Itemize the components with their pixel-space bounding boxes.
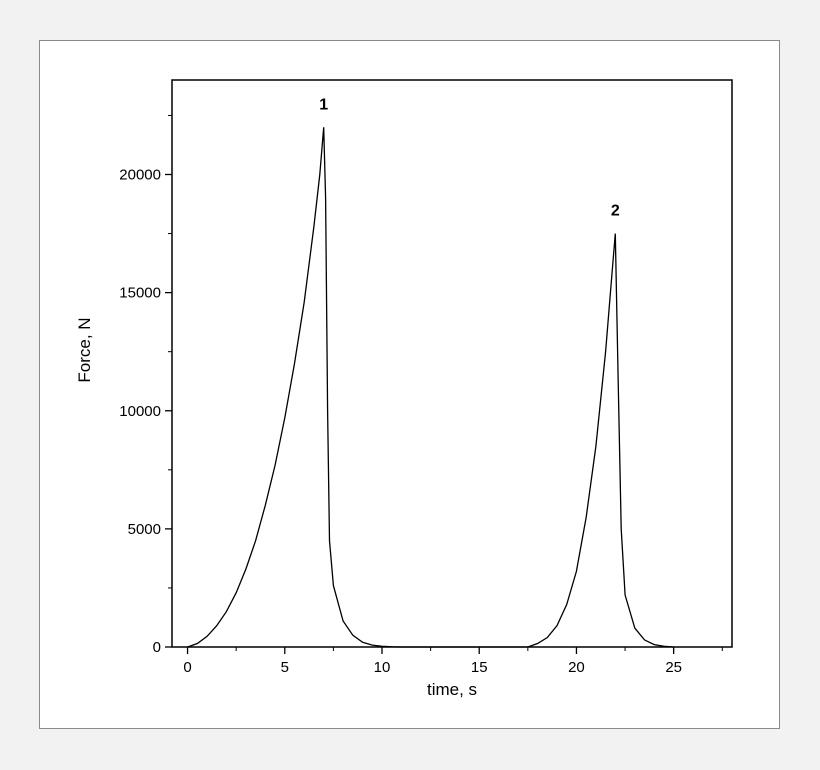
force-curve — [187, 127, 674, 648]
y-tick-label: 5000 — [128, 521, 161, 538]
x-tick-label: 20 — [568, 659, 585, 676]
y-tick-label: 15000 — [119, 285, 161, 302]
y-tick-label: 20000 — [119, 167, 161, 184]
plot-area-border — [171, 79, 733, 648]
x-axis-title: time, s — [427, 680, 477, 699]
x-tick-label: 15 — [471, 659, 488, 676]
x-tick-label: 0 — [183, 659, 191, 676]
y-tick-label: 10000 — [119, 403, 161, 420]
ticks-layer — [165, 114, 723, 654]
peak-label-1: 1 — [319, 96, 328, 113]
figure-frame — [39, 40, 780, 729]
labels-layer: 0 5 10 15 20 25 0 5000 10000 15000 20000 1 2 — [119, 96, 682, 676]
peak-label-2: 2 — [611, 203, 620, 220]
x-tick-label: 10 — [374, 659, 391, 676]
x-tick-label: 5 — [281, 659, 289, 676]
y-tick-label: 0 — [153, 639, 161, 656]
y-axis-title: Force, N — [75, 317, 94, 382]
x-tick-label: 25 — [665, 659, 682, 676]
